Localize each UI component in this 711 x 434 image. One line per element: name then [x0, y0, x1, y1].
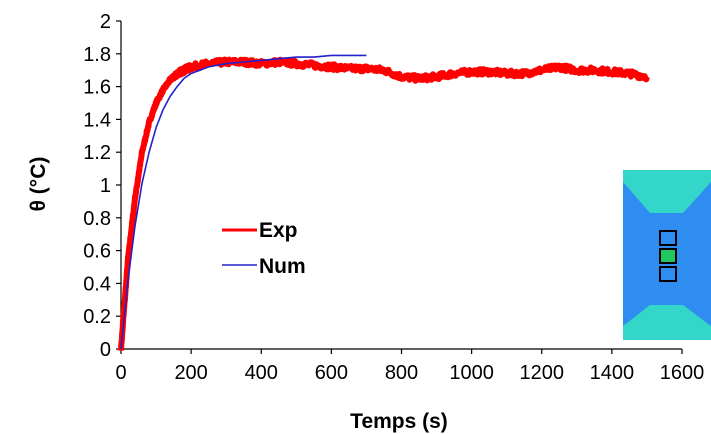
y-tick-label: 1.8 — [83, 44, 111, 66]
inset-top-shape — [623, 170, 711, 213]
x-axis: 0 200 400 600 800 1000 1200 1400 1600 — [115, 348, 705, 384]
y-tick-label: 0.4 — [83, 273, 111, 295]
y-tick-label: 1 — [100, 175, 111, 197]
x-tick-label: 1400 — [590, 362, 635, 384]
y-tick-label: 0.6 — [83, 241, 111, 263]
y-tick-label: 1.2 — [83, 142, 111, 164]
y-tick-label: 2 — [100, 11, 111, 33]
x-tick-label: 600 — [315, 362, 348, 384]
x-tick-label: 1000 — [449, 362, 494, 384]
y-tick-label: 0.2 — [83, 306, 111, 328]
y-axis-title: θ (°C) — [27, 157, 50, 212]
series-line-exp — [118, 56, 650, 351]
series-layer — [118, 54, 650, 351]
y-tick-label: 0 — [100, 339, 111, 361]
x-tick-label: 1600 — [660, 362, 705, 384]
legend: Exp Num — [222, 219, 306, 278]
y-tick-label: 0.8 — [83, 208, 111, 230]
legend-label-num: Num — [259, 255, 306, 278]
y-tick-label: 1.4 — [83, 109, 111, 131]
inset-marker-top — [659, 230, 677, 246]
y-tick-label: 1.6 — [83, 77, 111, 99]
series-line-num — [120, 54, 367, 350]
x-tick-label: 400 — [245, 362, 278, 384]
legend-label-exp: Exp — [259, 219, 298, 242]
x-tick-label: 1200 — [520, 362, 565, 384]
inset-thermal-image — [623, 170, 711, 340]
x-tick-label: 200 — [174, 362, 207, 384]
x-axis-title: Temps (s) — [350, 410, 448, 433]
x-tick-label: 0 — [115, 362, 126, 384]
y-axis: 0 0.2 0.4 0.6 0.8 1 1.2 1.4 1.6 1.8 2 — [83, 11, 122, 361]
inset-marker-bottom — [659, 266, 677, 282]
inset-bottom-shape — [623, 305, 711, 340]
x-tick-label: 800 — [385, 362, 418, 384]
inset-marker-middle — [659, 248, 677, 264]
